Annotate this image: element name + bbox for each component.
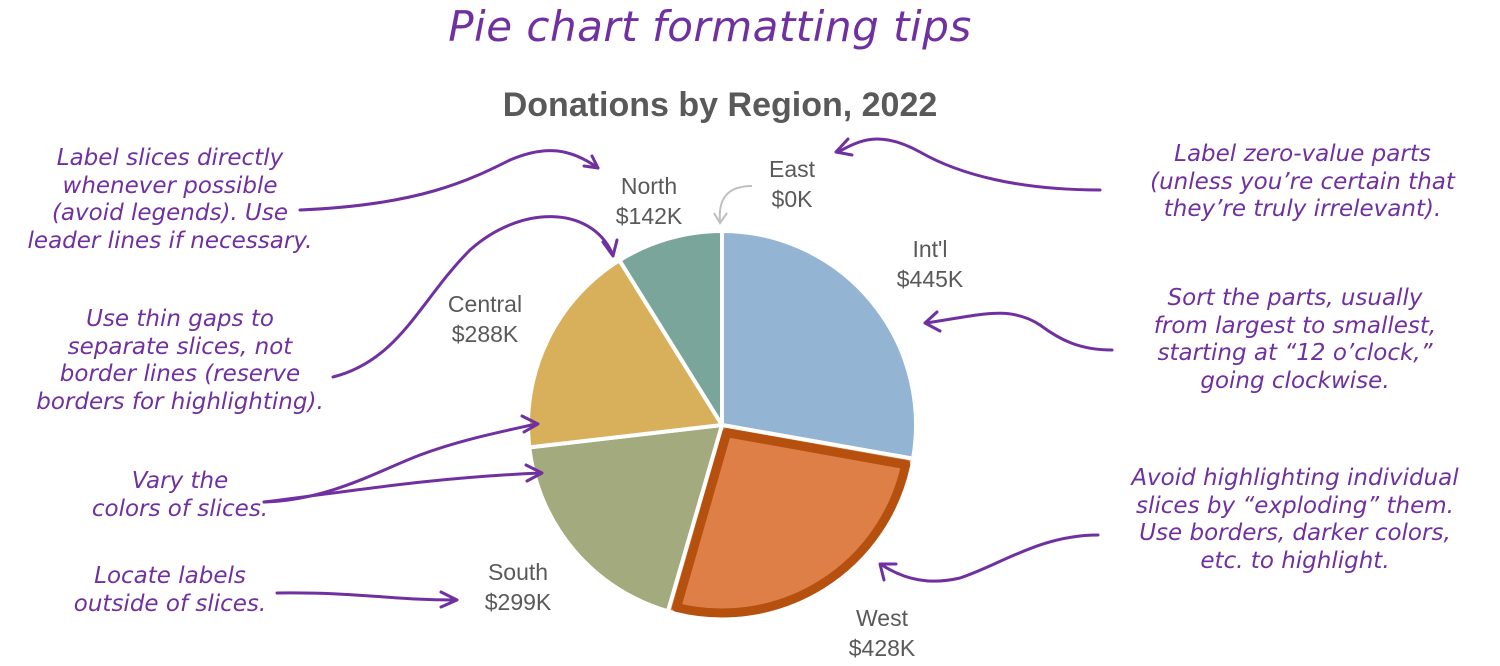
tip-line: leader lines if necessary. <box>27 227 313 254</box>
label-south-name: South <box>487 559 549 585</box>
label-north-name: North <box>620 173 678 199</box>
tip-line: going clockwise. <box>1200 367 1390 394</box>
annotation-arrows <box>262 137 1114 609</box>
east-leader-arrowhead <box>713 212 728 225</box>
arrow-vary-colors-south <box>262 471 542 504</box>
slice-west <box>665 423 916 621</box>
pie-slices <box>526 229 918 621</box>
arrow-avoid-exploding <box>880 533 1100 583</box>
slice-intl <box>720 229 918 461</box>
tip-zero-value: Label zero-value parts (unless you’re ce… <box>1105 141 1500 224</box>
label-north: North $142K <box>604 172 694 232</box>
arrow-zero-value <box>836 137 1102 192</box>
label-intl-value: $445K <box>896 265 964 292</box>
tip-line: Label zero-value parts <box>1174 141 1431 167</box>
arrow-sort-parts <box>924 311 1114 352</box>
slice-north <box>617 229 724 427</box>
tip-thin-gaps: Use thin gaps to separate slices, not bo… <box>0 306 360 416</box>
label-east-value: $0K <box>771 185 813 212</box>
arrow-vary-colors-central <box>262 422 538 504</box>
label-east-name: East <box>768 156 816 182</box>
label-west: West $428K <box>832 604 932 664</box>
page-title: Pie chart formatting tips <box>448 2 972 51</box>
tip-line: starting at “12 o’clock,” <box>1157 340 1433 367</box>
tip-line: Sort the parts, usually <box>1167 285 1423 311</box>
tip-line: (avoid legends). Use <box>51 200 289 227</box>
tip-line: Use thin gaps to <box>86 306 274 332</box>
tip-line: colors of slices. <box>91 495 269 522</box>
tip-line: they’re truly irrelevant). <box>1163 196 1442 223</box>
tip-line: from largest to smallest, <box>1153 312 1437 339</box>
tip-line: Label slices directly <box>56 145 284 171</box>
tip-vary-colors: Vary the colors of slices. <box>70 468 290 523</box>
label-central: Central $288K <box>430 290 540 350</box>
tip-line: border lines (reserve <box>59 361 301 388</box>
arrow-locate-labels <box>275 591 457 602</box>
label-intl-name: Int'l <box>912 236 948 262</box>
tip-line: whenever possible <box>62 172 278 199</box>
tip-line: separate slices, not <box>67 333 293 360</box>
tip-line: Vary the <box>131 468 229 494</box>
tip-line: Use borders, darker colors, <box>1139 520 1451 547</box>
tip-line: outside of slices. <box>73 590 267 617</box>
label-east: East $0K <box>752 155 832 215</box>
label-central-value: $288K <box>451 320 519 347</box>
label-north-value: $142K <box>615 202 683 229</box>
tip-sort-parts: Sort the parts, usually from largest to … <box>1110 285 1480 395</box>
tip-label-directly: Label slices directly whenever possible … <box>0 145 340 255</box>
chart-title: Donations by Region, 2022 <box>502 86 938 124</box>
tip-line: Avoid highlighting individual <box>1131 465 1459 491</box>
highlight-border <box>672 428 911 618</box>
label-west-name: West <box>856 605 908 631</box>
arrow-thin-gaps <box>331 215 614 379</box>
tip-line: Locate labels <box>94 563 246 589</box>
tip-line: borders for highlighting). <box>36 388 324 415</box>
label-west-value: $428K <box>848 634 916 661</box>
label-south: South $299K <box>468 558 568 618</box>
tip-line: (unless you’re certain that <box>1150 168 1455 195</box>
tip-locate-labels: Locate labels outside of slices. <box>50 563 290 618</box>
tip-avoid-exploding: Avoid highlighting individual slices by … <box>1090 465 1500 575</box>
arrow-label-directly <box>298 149 600 212</box>
east-leader-line <box>718 185 753 223</box>
label-intl: Int'l $445K <box>880 235 980 295</box>
tip-line: etc. to highlight. <box>1200 547 1390 574</box>
tip-line: slices by “exploding” them. <box>1136 492 1454 519</box>
label-south-value: $299K <box>484 588 552 615</box>
label-central-name: Central <box>447 291 523 317</box>
